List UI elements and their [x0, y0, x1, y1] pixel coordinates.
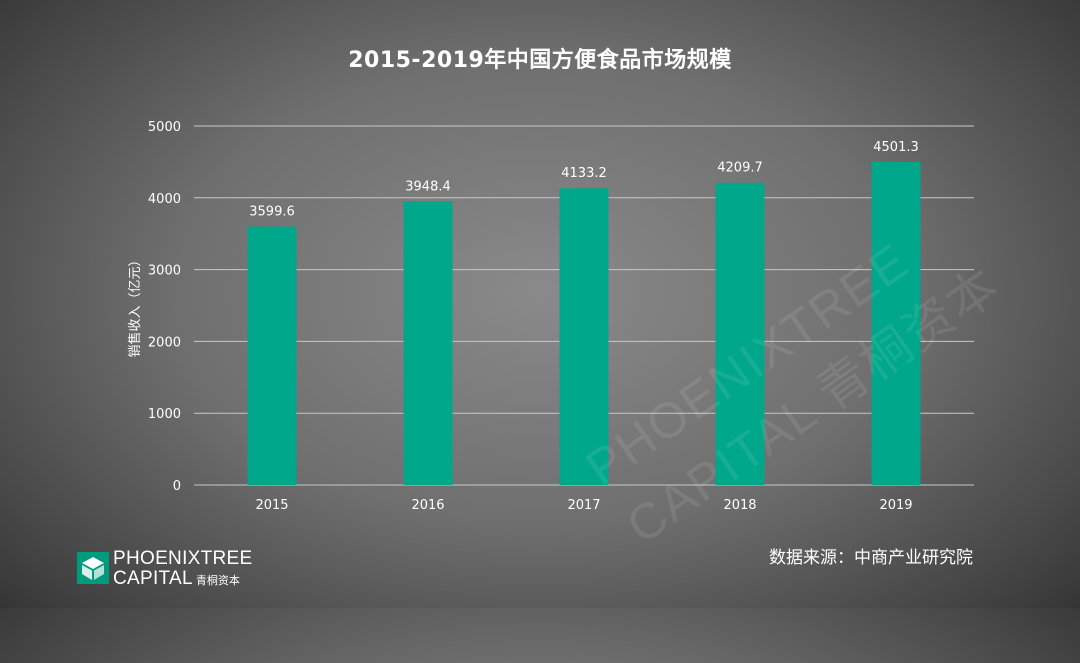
- data-label: 4133.2: [561, 166, 607, 181]
- data-label: 3948.4: [405, 180, 451, 195]
- bar-chart: 0 1000 2000 3000 4000 5000 销售收入（亿元） 3599.6 2015 3…: [127, 120, 974, 513]
- brand-logo: PHOENIXTREE CAPITAL 青桐资本: [77, 548, 253, 588]
- chart-title: 2015-2019年中国方便食品市场规模: [348, 48, 732, 73]
- bar: [871, 161, 921, 486]
- x-tick-label: 2015: [255, 498, 288, 513]
- bar: [247, 226, 297, 486]
- y-axis-title: 销售收入（亿元）: [127, 253, 143, 357]
- y-tick-label: 1000: [148, 407, 181, 422]
- data-label: 4501.3: [873, 140, 919, 155]
- y-tick-label: 5000: [148, 120, 181, 135]
- data-source: 数据来源：中商产业研究院: [769, 548, 973, 568]
- bar: [559, 188, 609, 485]
- bar: [403, 201, 453, 485]
- x-tick-label: 2016: [411, 498, 444, 513]
- x-tick-label: 2019: [879, 498, 912, 513]
- brand-subname: CAPITAL: [113, 567, 193, 589]
- x-tick-label: 2017: [567, 498, 600, 513]
- bar: [715, 182, 765, 486]
- data-label: 3599.6: [249, 205, 295, 220]
- y-tick-label: 2000: [148, 335, 181, 350]
- y-tick-label: 0: [173, 479, 181, 494]
- y-tick-label: 3000: [148, 264, 181, 279]
- y-tick-label: 4000: [148, 192, 181, 207]
- brand-name: PHOENIXTREE: [113, 547, 253, 569]
- data-label: 4209.7: [717, 161, 763, 176]
- phoenixtree-logo-icon: [77, 552, 109, 584]
- x-tick-label: 2018: [723, 498, 756, 513]
- brand-chinese-name: 青桐资本: [195, 573, 240, 587]
